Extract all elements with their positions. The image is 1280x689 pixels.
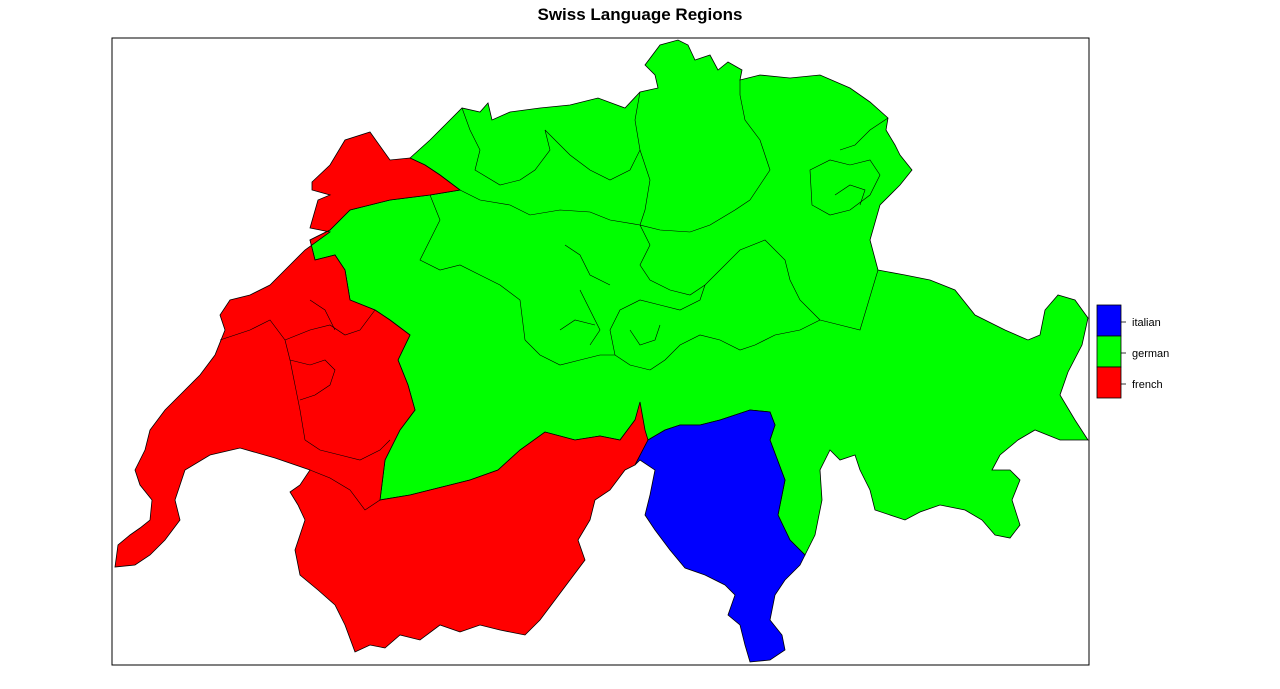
legend-swatch-italian [1096, 304, 1122, 337]
legend: italian german french [1096, 304, 1169, 399]
legend-label-german: german [1132, 348, 1169, 360]
legend-label-italian: italian [1132, 317, 1161, 329]
legend-swatch-french [1096, 366, 1122, 399]
region-italian [634, 409, 806, 663]
map-frame [111, 37, 1090, 666]
legend-swatch-german [1096, 335, 1122, 368]
canton-borders [219, 80, 889, 511]
legend-label-french: french [1132, 379, 1163, 391]
region-french [114, 131, 649, 653]
map-title: Swiss Language Regions [537, 5, 743, 24]
